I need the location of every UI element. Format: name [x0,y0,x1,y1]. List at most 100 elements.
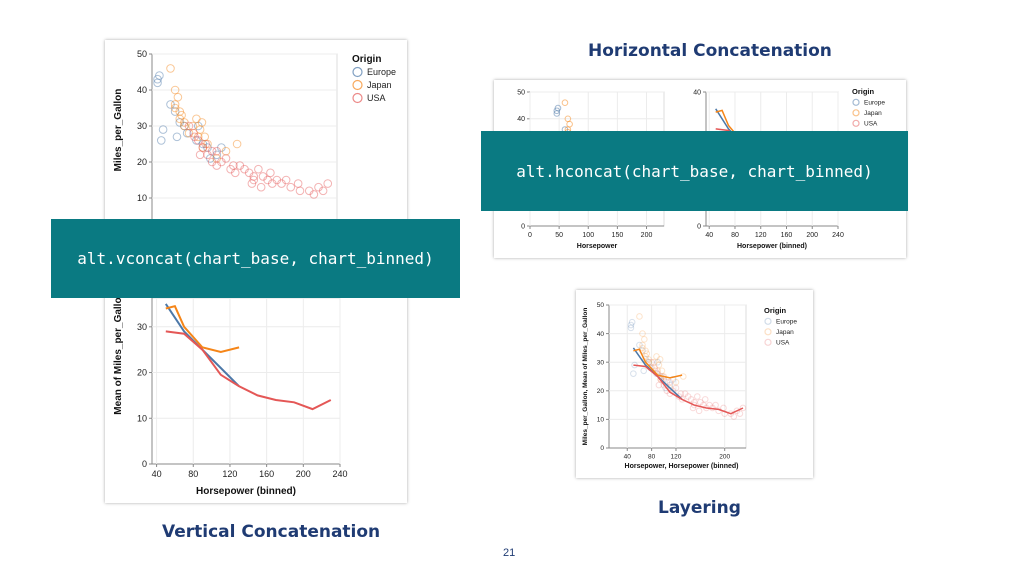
vc-top-point-usa [226,164,235,174]
vc-top-point-europe [205,154,215,163]
vc-top-point-usa [309,190,319,199]
ly-point-usa [677,390,685,397]
hc-right-y-tick-label: 40 [693,89,701,96]
vc-top-point-usa [221,154,231,163]
ly-point-usa [730,413,738,420]
vc-bottom-y-tick-label: 20 [137,368,147,378]
vc-top-point-europe [172,132,182,142]
vc-top-point-europe [158,125,168,134]
vc-bottom-y-tick-label: 30 [137,322,147,332]
hc-left-x-tick-label: 100 [582,232,594,239]
hc-right-x-axis-title: Horsepower (binned) [737,243,807,250]
vc-top-point-usa [258,172,268,181]
vc-bottom-x-tick-label: 40 [152,469,162,479]
vc-top-point-japan [232,139,242,149]
hc-left-x-tick-label: 50 [555,232,563,239]
vc-top-point-europe [212,150,222,160]
hc-left-point-japan [561,99,569,107]
vc-top-point-usa [272,175,282,185]
ly-point-japan [639,341,646,349]
layering-heading: Layering [658,498,741,518]
vc-top-point-europe [217,143,226,152]
vc-top-point-usa [212,161,222,170]
vc-bottom-x-axis-title: Horsepower (binned) [196,486,296,497]
vc-bottom-plot-frame [151,297,341,465]
hc-left-x-tick-label: 0 [528,232,532,239]
ly-point-europe [627,321,635,329]
vc-top-point-europe [166,100,175,109]
vc-bottom-x-tick-label: 160 [259,469,274,479]
vc-top-point-usa [235,161,245,170]
ly-y-tick-label: 30 [597,359,605,366]
vc-top-point-usa [229,161,238,170]
ly-point-usa [733,407,741,415]
vc-top-point-usa [277,179,286,188]
hc-right-legend-title: Origin [852,87,875,96]
vc-top-y-axis-title: Miles_per_Gallon [113,89,124,172]
vc-top-point-europe [198,139,208,149]
vc-top-point-japan [166,64,175,73]
vc-top-point-usa [195,150,205,160]
vc-top-point-usa [217,157,226,167]
hc-right-legend-symbol-europe [852,98,860,106]
vc-top-point-europe [156,136,166,145]
ly-legend-label-japan: Japan [776,329,794,336]
vc-top-point-usa [193,136,203,145]
hc-right-x-tick-label: 200 [806,232,818,239]
ly-y-tick-label: 10 [597,417,605,424]
vc-top-point-usa [266,168,275,178]
vc-top-point-europe [180,121,189,131]
vc-top-legend-title: Origin [352,54,381,65]
ly-point-usa [678,396,686,403]
vc-top-y-tick-label: 20 [137,157,147,167]
vc-top-point-japan [195,125,205,134]
ly-point-europe [627,324,635,332]
ly-point-japan [643,350,651,357]
vc-top-point-japan [203,139,212,149]
ly-legend-symbol-europe [764,317,772,325]
ly-point-usa [727,410,735,417]
hc-left-x-tick-label: 150 [612,232,624,239]
ly-point-japan [639,330,646,337]
hc-left-x-axis-title: Horsepower [577,243,618,250]
vc-bottom-x-tick-label: 240 [332,469,347,479]
page-number: 21 [503,547,516,559]
vc-top-point-usa [314,182,323,192]
vc-top-point-usa [203,150,212,160]
ly-point-europe [654,358,662,366]
hc-right-y-tick-label: 0 [697,223,701,230]
vc-top-point-usa [304,186,314,196]
ly-point-usa [684,393,692,400]
ly-point-japan [641,336,648,343]
ly-point-japan [655,361,663,369]
ly-legend-symbol-usa [764,338,772,346]
hc-right-legend-label-europe: Europe [864,100,885,107]
hc-right-x-tick-label: 160 [781,232,793,239]
vc-top-point-japan [175,107,185,116]
vc-top-point-europe [175,118,185,127]
ly-point-usa [648,358,655,366]
horizontal-concat-heading: Horizontal Concatenation [588,41,832,61]
ly-point-usa [693,393,701,400]
vc-top-point-japan [175,114,185,124]
hc-left-point-europe [553,110,561,117]
ly-legend-label-usa: USA [776,340,790,347]
vc-top-point-usa [247,179,257,188]
vc-top-legend-symbol-europe [352,66,363,78]
ly-y-tick-label: 20 [597,388,605,395]
vc-top-point-japan [198,143,208,152]
ly-point-usa [739,404,747,412]
vc-top-point-usa [318,186,328,196]
vc-top-point-europe [170,107,180,116]
ly-point-europe [636,341,643,349]
vc-top-point-usa [295,186,305,196]
vconcat-chart-svg: 10 20 30 40 50 Miles_per_Gallon Origin Europe Ja… [113,49,396,497]
hc-right-x-tick-label: 240 [832,232,844,239]
vc-bottom-x-tick-label: 200 [296,469,311,479]
ly-point-europe [640,367,648,375]
vc-top-point-europe [192,136,201,145]
hc-right-x-tick-label: 120 [755,232,767,239]
ly-y-tick-label: 50 [597,302,605,309]
ly-point-usa [666,378,674,386]
vc-bottom-y-tick-label: 10 [137,413,147,423]
